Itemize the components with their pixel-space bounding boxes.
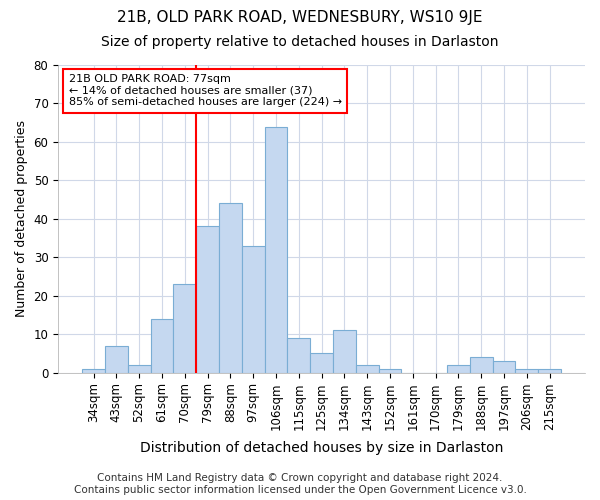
X-axis label: Distribution of detached houses by size in Darlaston: Distribution of detached houses by size … <box>140 441 503 455</box>
Text: 21B OLD PARK ROAD: 77sqm
← 14% of detached houses are smaller (37)
85% of semi-d: 21B OLD PARK ROAD: 77sqm ← 14% of detach… <box>68 74 342 108</box>
Bar <box>538 368 561 372</box>
Y-axis label: Number of detached properties: Number of detached properties <box>15 120 28 318</box>
Bar <box>310 354 333 372</box>
Bar <box>470 357 493 372</box>
Bar <box>333 330 356 372</box>
Bar <box>447 365 470 372</box>
Bar <box>128 365 151 372</box>
Bar <box>493 361 515 372</box>
Bar <box>151 318 173 372</box>
Bar <box>515 368 538 372</box>
Text: Contains HM Land Registry data © Crown copyright and database right 2024.
Contai: Contains HM Land Registry data © Crown c… <box>74 474 526 495</box>
Bar <box>265 126 287 372</box>
Bar <box>242 246 265 372</box>
Bar <box>219 204 242 372</box>
Bar <box>287 338 310 372</box>
Bar <box>82 368 105 372</box>
Bar <box>379 368 401 372</box>
Text: 21B, OLD PARK ROAD, WEDNESBURY, WS10 9JE: 21B, OLD PARK ROAD, WEDNESBURY, WS10 9JE <box>117 10 483 25</box>
Text: Size of property relative to detached houses in Darlaston: Size of property relative to detached ho… <box>101 35 499 49</box>
Bar <box>196 226 219 372</box>
Bar <box>105 346 128 372</box>
Bar <box>356 365 379 372</box>
Bar <box>173 284 196 372</box>
